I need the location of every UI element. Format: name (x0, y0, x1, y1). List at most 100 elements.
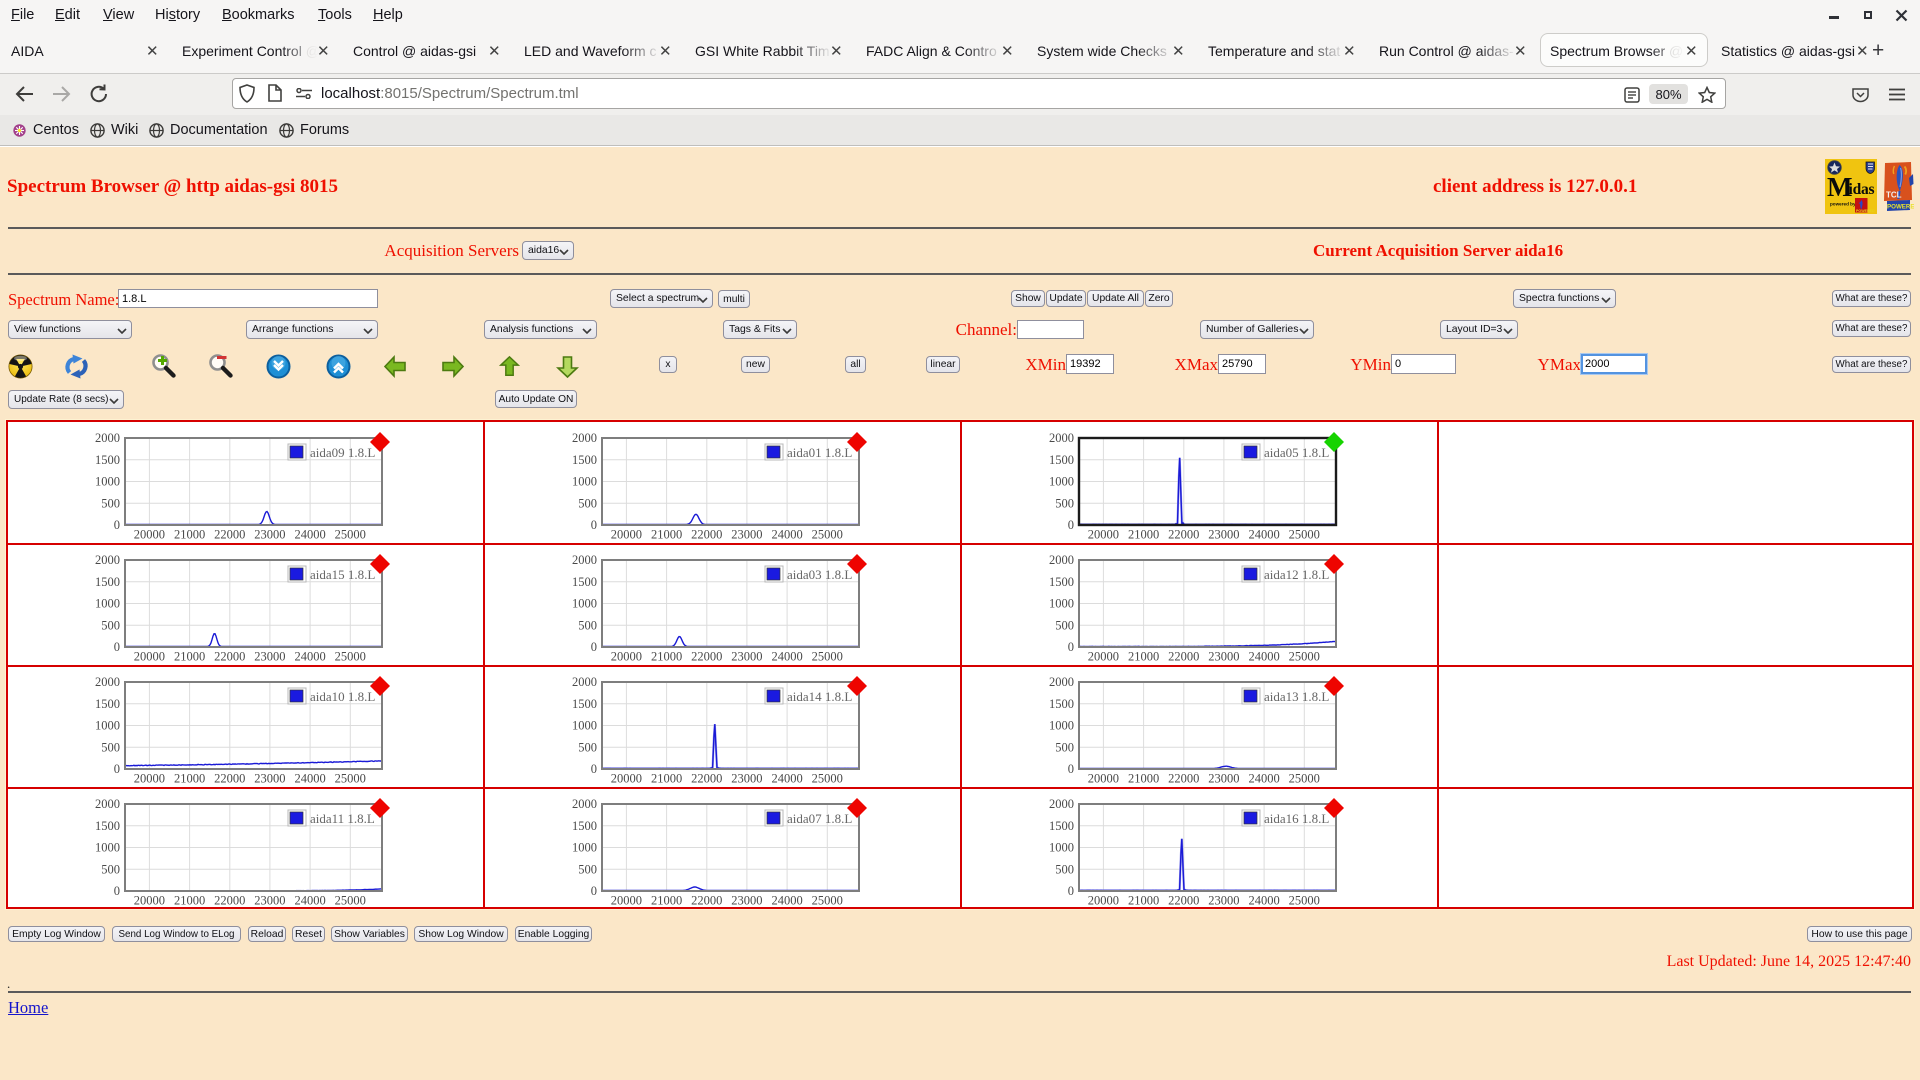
svg-text:22000: 22000 (1168, 649, 1199, 663)
svg-text:24000: 24000 (771, 894, 802, 908)
svg-text:22000: 22000 (1168, 527, 1199, 541)
svg-text:0: 0 (591, 762, 597, 776)
svg-text:0: 0 (114, 640, 120, 654)
svg-text:21000: 21000 (651, 771, 682, 785)
svg-text:1500: 1500 (572, 819, 597, 833)
svg-text:powered by: powered by (1830, 202, 1856, 207)
svg-text:500: 500 (101, 863, 120, 877)
svg-text:1000: 1000 (95, 719, 120, 733)
svg-text:22000: 22000 (1168, 894, 1199, 908)
svg-text:24000: 24000 (1248, 527, 1279, 541)
svg-text:1500: 1500 (95, 819, 120, 833)
svg-text:aida15 1.8.L: aida15 1.8.L (310, 567, 375, 582)
svg-text:22000: 22000 (214, 771, 245, 785)
svg-text:1500: 1500 (95, 453, 120, 467)
svg-text:22000: 22000 (214, 649, 245, 663)
svg-text:21000: 21000 (651, 894, 682, 908)
svg-text:idas: idas (1849, 181, 1875, 198)
svg-text:2000: 2000 (1049, 431, 1074, 445)
svg-text:21000: 21000 (174, 894, 205, 908)
svg-text:1000: 1000 (572, 474, 597, 488)
svg-text:20000: 20000 (1088, 771, 1119, 785)
svg-text:23000: 23000 (1208, 771, 1239, 785)
svg-text:21000: 21000 (1128, 649, 1159, 663)
svg-text:aida12 1.8.L: aida12 1.8.L (1264, 567, 1329, 582)
svg-text:2000: 2000 (1049, 675, 1074, 689)
svg-text:500: 500 (1055, 863, 1074, 877)
svg-text:24000: 24000 (771, 527, 802, 541)
svg-text:0: 0 (591, 518, 597, 532)
svg-text:20000: 20000 (1088, 527, 1119, 541)
svg-text:POWERED: POWERED (1887, 204, 1914, 211)
svg-text:500: 500 (578, 618, 597, 632)
svg-text:aida07 1.8.L: aida07 1.8.L (787, 811, 852, 826)
svg-text:25000: 25000 (1289, 649, 1320, 663)
svg-text:0: 0 (114, 518, 120, 532)
svg-text:1000: 1000 (95, 841, 120, 855)
svg-text:1000: 1000 (1049, 719, 1074, 733)
svg-text:0: 0 (591, 884, 597, 898)
svg-text:23000: 23000 (254, 771, 285, 785)
svg-text:23000: 23000 (254, 527, 285, 541)
svg-text:22000: 22000 (214, 527, 245, 541)
svg-text:25000: 25000 (812, 649, 843, 663)
svg-text:1500: 1500 (1049, 575, 1074, 589)
svg-text:2000: 2000 (95, 431, 120, 445)
svg-text:aida11 1.8.L: aida11 1.8.L (310, 811, 375, 826)
svg-text:1000: 1000 (95, 596, 120, 610)
svg-text:24000: 24000 (294, 527, 325, 541)
svg-text:1000: 1000 (572, 719, 597, 733)
svg-text:M: M (1827, 172, 1852, 202)
svg-text:0: 0 (1068, 518, 1074, 532)
svg-text:500: 500 (101, 740, 120, 754)
svg-text:25000: 25000 (812, 527, 843, 541)
svg-text:POWERED: POWERED (1856, 209, 1875, 213)
svg-text:25000: 25000 (812, 894, 843, 908)
svg-text:1500: 1500 (572, 575, 597, 589)
svg-text:500: 500 (1055, 496, 1074, 510)
svg-text:1500: 1500 (1049, 697, 1074, 711)
svg-text:23000: 23000 (731, 894, 762, 908)
svg-text:500: 500 (101, 496, 120, 510)
svg-text:20000: 20000 (611, 527, 642, 541)
svg-text:1000: 1000 (572, 841, 597, 855)
svg-text:aida05 1.8.L: aida05 1.8.L (1264, 445, 1329, 460)
svg-text:0: 0 (1068, 640, 1074, 654)
svg-text:aida01 1.8.L: aida01 1.8.L (787, 445, 852, 460)
svg-text:500: 500 (101, 618, 120, 632)
svg-text:21000: 21000 (174, 771, 205, 785)
svg-text:24000: 24000 (1248, 771, 1279, 785)
svg-text:21000: 21000 (1128, 771, 1159, 785)
svg-text:21000: 21000 (1128, 527, 1159, 541)
svg-text:22000: 22000 (1168, 771, 1199, 785)
svg-text:20000: 20000 (1088, 894, 1119, 908)
svg-text:23000: 23000 (1208, 649, 1239, 663)
svg-text:aida03 1.8.L: aida03 1.8.L (787, 567, 852, 582)
svg-text:25000: 25000 (335, 894, 366, 908)
svg-text:0: 0 (1068, 884, 1074, 898)
svg-text:500: 500 (578, 863, 597, 877)
svg-text:500: 500 (578, 496, 597, 510)
svg-text:aida13 1.8.L: aida13 1.8.L (1264, 689, 1329, 704)
svg-text:2000: 2000 (572, 431, 597, 445)
svg-text:TCL: TCL (1886, 191, 1902, 200)
svg-text:25000: 25000 (335, 771, 366, 785)
svg-text:22000: 22000 (691, 771, 722, 785)
svg-text:21000: 21000 (174, 649, 205, 663)
svg-text:20000: 20000 (611, 771, 642, 785)
svg-text:21000: 21000 (1128, 894, 1159, 908)
svg-text:2000: 2000 (1049, 797, 1074, 811)
svg-text:20000: 20000 (134, 894, 165, 908)
svg-text:24000: 24000 (1248, 894, 1279, 908)
svg-text:aida10 1.8.L: aida10 1.8.L (310, 689, 375, 704)
svg-text:500: 500 (1055, 740, 1074, 754)
svg-text:1000: 1000 (1049, 474, 1074, 488)
svg-text:23000: 23000 (1208, 894, 1239, 908)
svg-text:20000: 20000 (134, 771, 165, 785)
svg-text:20000: 20000 (134, 649, 165, 663)
svg-text:25000: 25000 (1289, 771, 1320, 785)
svg-text:20000: 20000 (134, 527, 165, 541)
svg-text:23000: 23000 (731, 771, 762, 785)
svg-text:1500: 1500 (95, 575, 120, 589)
svg-text:23000: 23000 (731, 527, 762, 541)
